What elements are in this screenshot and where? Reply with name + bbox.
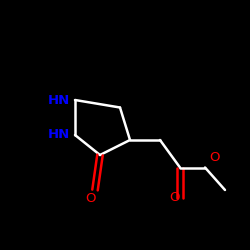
Text: O: O (209, 151, 219, 164)
Text: HN: HN (48, 94, 70, 106)
Text: O: O (85, 192, 95, 205)
Text: O: O (170, 191, 180, 204)
Text: HN: HN (48, 128, 70, 141)
